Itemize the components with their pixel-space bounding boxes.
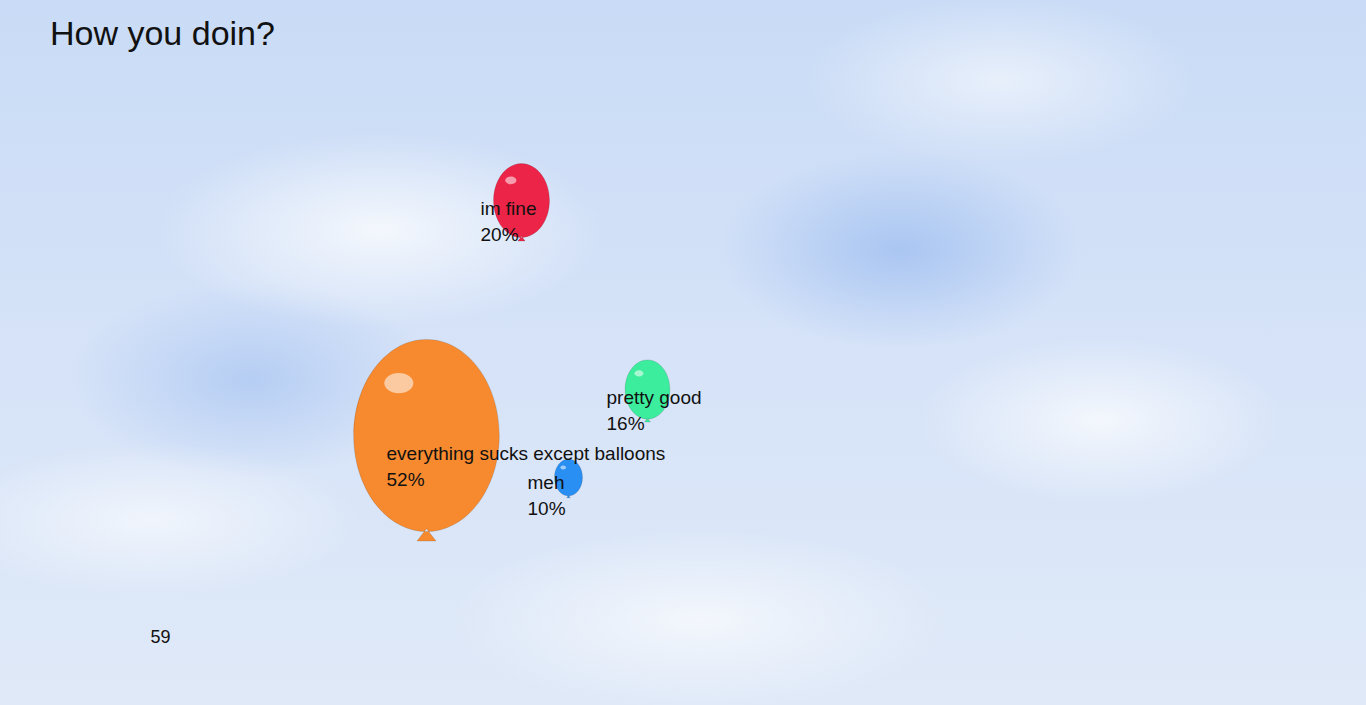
html-text:How you doin?: How you doin?: [50, 14, 275, 52]
svg-text:im fine20%: im fine20%: [481, 198, 537, 245]
svg-text:pretty good16%: pretty good16%: [607, 387, 702, 434]
svg-text:meh10%: meh10%: [528, 472, 566, 519]
svg-text:everything sucks except balloo: everything sucks except balloons52%: [387, 443, 666, 490]
svg-text:59: 59: [151, 627, 171, 647]
